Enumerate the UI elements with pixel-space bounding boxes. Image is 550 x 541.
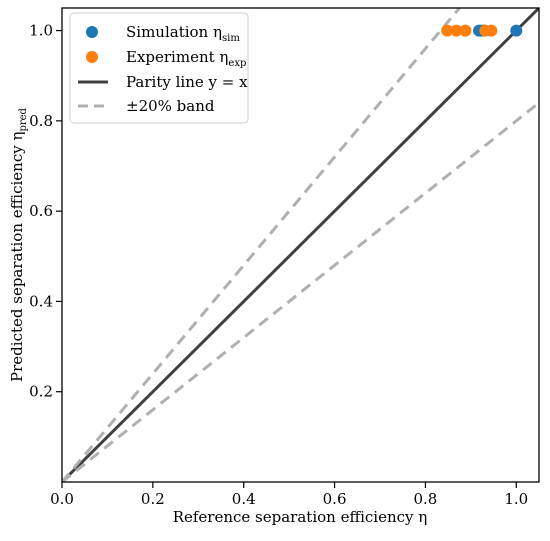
y-ticks-layer: 0.2 0.4 0.6 0.8 1.0 [29,22,62,401]
x-axis-title: Reference separation efficiency η [173,508,428,526]
x-tick-label-2: 0.4 [232,490,256,508]
legend-label-simulation-sub: sim [222,33,240,44]
x-tick-label-3: 0.6 [323,490,347,508]
legend-box [69,12,249,124]
y-axis-title-main: Predicted separation efficiency η [8,132,26,382]
y-tick-label-4: 1.0 [29,22,53,40]
legend-label-parity: Parity line y = x [126,73,248,91]
legend-marker-simulation [86,26,98,38]
y-tick-label-0: 0.2 [29,383,53,401]
legend-label-band: ±20% band [126,97,215,115]
data-point-series1-1 [450,24,463,37]
band-line-4 [62,101,539,482]
y-tick-label-1: 0.4 [29,292,53,310]
y-axis-title-sub: pred [18,107,29,131]
legend-label-experiment-main: Experiment η [126,48,228,66]
lines-layer [62,8,539,482]
x-tick-label-5: 1.0 [504,490,528,508]
points-layer [441,24,523,37]
parity-line [62,8,539,482]
data-point-series1-2 [459,24,472,37]
x-ticks-layer: 0.0 0.2 0.4 0.6 0.8 1.0 [50,482,528,508]
data-point-series0-3 [510,24,523,37]
legend-label-experiment-sub: exp [228,58,246,69]
legend-label-simulation: Simulation ηsim [126,23,240,44]
legend: Simulation ηsim Experiment ηexp Parity l… [69,12,249,124]
legend-marker-experiment [86,51,98,63]
y-tick-label-2: 0.6 [29,202,53,220]
x-tick-label-0: 0.0 [50,490,74,508]
data-point-series1-4 [485,24,498,37]
data-point-series1-0 [441,24,454,37]
legend-label-experiment: Experiment ηexp [126,48,246,69]
x-tick-label-4: 0.8 [413,490,437,508]
plot-frame [61,7,540,483]
x-tick-label-1: 0.2 [141,490,165,508]
y-tick-label-3: 0.8 [29,112,53,130]
y-axis-title: Predicted separation efficiency ηpred [8,107,29,382]
legend-label-simulation-main: Simulation η [126,23,222,41]
